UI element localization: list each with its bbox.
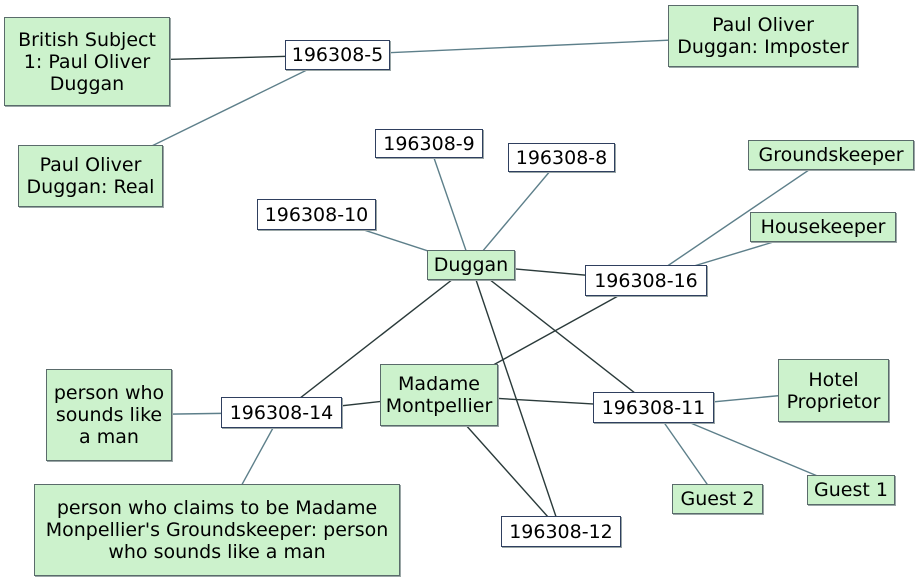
node-document-196308-5[interactable]: 196308-5	[285, 40, 390, 70]
node-person-who-claims-to-be-groundskeeper[interactable]: person who claims to be Madame Monpellie…	[34, 484, 400, 576]
node-paul-oliver-duggan-imposter[interactable]: Paul Oliver Duggan: Imposter	[668, 5, 858, 67]
node-person-who-sounds-like-a-man[interactable]: person who sounds like a man	[46, 369, 172, 461]
edge-d8-duggan	[471, 158, 562, 266]
node-guest-2[interactable]: Guest 2	[672, 484, 763, 514]
node-document-196308-11[interactable]: 196308-11	[593, 392, 714, 423]
node-document-196308-12[interactable]: 196308-12	[501, 516, 621, 547]
node-groundskeeper[interactable]: Groundskeeper	[748, 140, 914, 170]
node-document-196308-8[interactable]: 196308-8	[508, 143, 615, 172]
node-document-196308-16[interactable]: 196308-16	[585, 265, 707, 296]
node-document-196308-10[interactable]: 196308-10	[257, 199, 376, 230]
node-housekeeper[interactable]: Housekeeper	[750, 212, 896, 242]
node-guest-1[interactable]: Guest 1	[807, 475, 895, 505]
node-document-196308-14[interactable]: 196308-14	[221, 397, 342, 428]
node-duggan[interactable]: Duggan	[427, 250, 515, 280]
node-paul-oliver-duggan-real[interactable]: Paul Oliver Duggan: Real	[18, 145, 163, 207]
node-british-subject[interactable]: British Subject 1: Paul Oliver Duggan	[4, 17, 170, 106]
node-hotel-proprietor[interactable]: Hotel Proprietor	[778, 359, 889, 422]
edge-d9-duggan	[429, 144, 471, 266]
node-madame-montpellier[interactable]: Madame Montpellier	[380, 364, 498, 426]
node-document-196308-9[interactable]: 196308-9	[375, 129, 483, 158]
